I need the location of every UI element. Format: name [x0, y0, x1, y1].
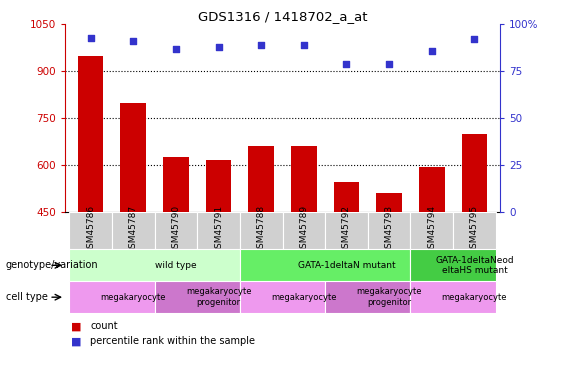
Text: GSM45790: GSM45790: [171, 206, 180, 255]
Text: percentile rank within the sample: percentile rank within the sample: [90, 336, 255, 346]
Bar: [69, 249, 240, 281]
Text: GSM45793: GSM45793: [385, 206, 394, 255]
Bar: [69, 212, 112, 249]
Bar: [240, 212, 282, 249]
Bar: [419, 166, 445, 352]
Text: genotype/variation: genotype/variation: [6, 260, 98, 270]
Bar: [462, 134, 487, 352]
Bar: [206, 160, 231, 352]
Text: ■: ■: [71, 321, 81, 331]
Point: [342, 61, 351, 67]
Bar: [197, 212, 240, 249]
Text: GSM45792: GSM45792: [342, 206, 351, 254]
Point: [299, 42, 308, 48]
Bar: [410, 281, 496, 313]
Bar: [120, 102, 146, 352]
Bar: [163, 157, 189, 352]
Text: GSM45788: GSM45788: [257, 206, 266, 255]
Bar: [291, 146, 316, 352]
Text: GSM45795: GSM45795: [470, 206, 479, 255]
Point: [257, 42, 266, 48]
Bar: [410, 212, 453, 249]
Bar: [410, 249, 496, 281]
Bar: [240, 281, 325, 313]
Text: GATA-1deltaNeod
eltaHS mutant: GATA-1deltaNeod eltaHS mutant: [435, 256, 514, 275]
Bar: [249, 146, 274, 352]
Text: GSM45786: GSM45786: [86, 206, 95, 255]
Bar: [334, 182, 359, 352]
Bar: [112, 212, 155, 249]
Text: megakaryocyte
progenitor: megakaryocyte progenitor: [357, 288, 422, 307]
Point: [171, 46, 180, 52]
Text: GSM45789: GSM45789: [299, 206, 308, 255]
Text: megakaryocyte
progenitor: megakaryocyte progenitor: [186, 288, 251, 307]
Point: [470, 36, 479, 42]
Bar: [240, 249, 410, 281]
Bar: [282, 212, 325, 249]
Bar: [376, 193, 402, 352]
Bar: [325, 212, 368, 249]
Bar: [69, 281, 155, 313]
Point: [385, 61, 394, 67]
Point: [129, 38, 138, 44]
Bar: [453, 212, 496, 249]
Bar: [155, 281, 240, 313]
Title: GDS1316 / 1418702_a_at: GDS1316 / 1418702_a_at: [198, 10, 367, 23]
Text: megakaryocyte: megakaryocyte: [442, 293, 507, 302]
Point: [86, 34, 95, 40]
Point: [427, 48, 436, 54]
Bar: [325, 281, 410, 313]
Text: GATA-1deltaN mutant: GATA-1deltaN mutant: [298, 261, 395, 270]
Text: megakaryocyte: megakaryocyte: [271, 293, 337, 302]
Bar: [78, 56, 103, 352]
Text: count: count: [90, 321, 118, 331]
Text: cell type: cell type: [6, 292, 47, 302]
Text: megakaryocyte: megakaryocyte: [101, 293, 166, 302]
Text: GSM45791: GSM45791: [214, 206, 223, 255]
Bar: [368, 212, 410, 249]
Text: ■: ■: [71, 336, 81, 346]
Bar: [155, 212, 197, 249]
Point: [214, 44, 223, 50]
Text: GSM45794: GSM45794: [427, 206, 436, 254]
Text: wild type: wild type: [155, 261, 197, 270]
Text: GSM45787: GSM45787: [129, 206, 138, 255]
